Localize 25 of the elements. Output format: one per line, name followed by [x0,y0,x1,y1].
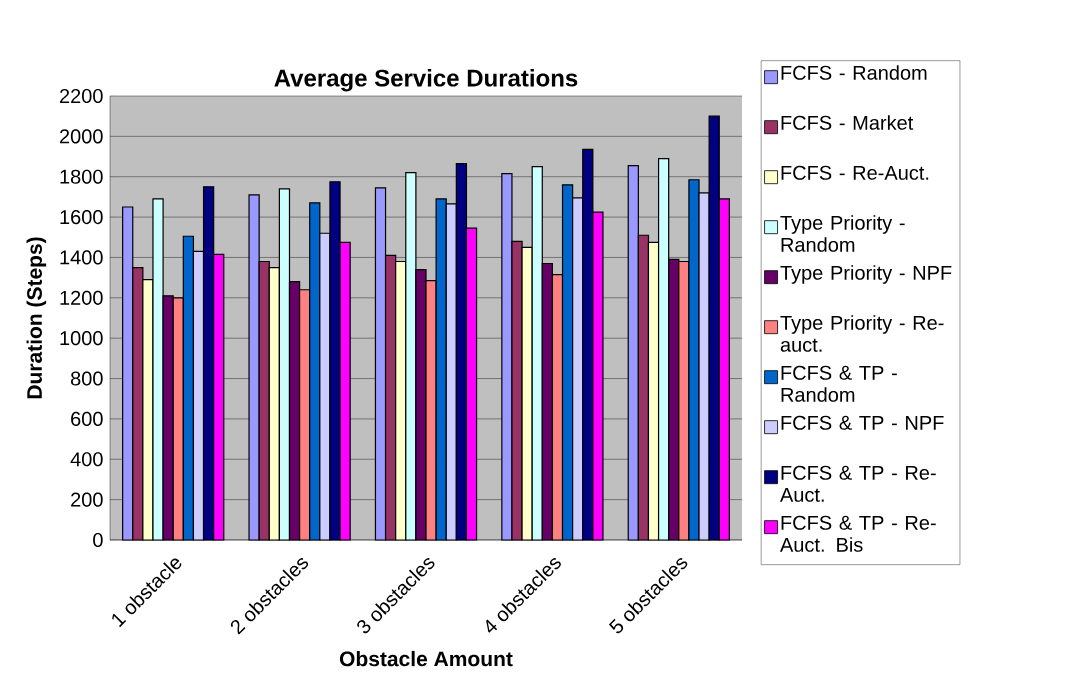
y-tick-label: 1200 [60,290,103,305]
y-tick-label: 800 [70,371,103,386]
y-tick-label: 200 [71,492,103,507]
y-axis-title: Duration (Steps) [26,237,47,399]
legend-label: Type Priority - NPF [780,265,952,284]
y-tick-label: 600 [71,411,103,426]
y-tick-label: 1800 [60,169,103,184]
y-tick-label: 400 [70,452,103,467]
legend-label: FCFS & TP - Random [781,365,897,402]
y-tick-label: 2000 [59,129,103,144]
legend-label: FCFS & TP - Re-Auct. Bis [779,515,936,552]
legend-label: Type Priority - Re-auct. [780,315,944,352]
x-axis-title: Obstacle Amount [339,650,513,667]
legend-label: FCFS & TP - Re-Auct. [779,465,936,502]
y-tick-label: 1400 [60,250,103,265]
chart-title: Average Service Durations [274,68,578,92]
legend-label: FCFS - Market [781,115,914,130]
legend-label: Type Priority - Random [780,215,905,252]
legend-label: FCFS - Re-Auct. [781,165,929,180]
y-tick-label: 2200 [59,88,103,104]
legend-label: FCFS & TP - NPF [781,415,944,430]
legend-label: FCFS - Random [781,65,927,80]
y-tick-label: 1000 [60,331,103,346]
y-tick-label: 1600 [60,210,103,225]
y-tick-label: 0 [93,532,103,548]
